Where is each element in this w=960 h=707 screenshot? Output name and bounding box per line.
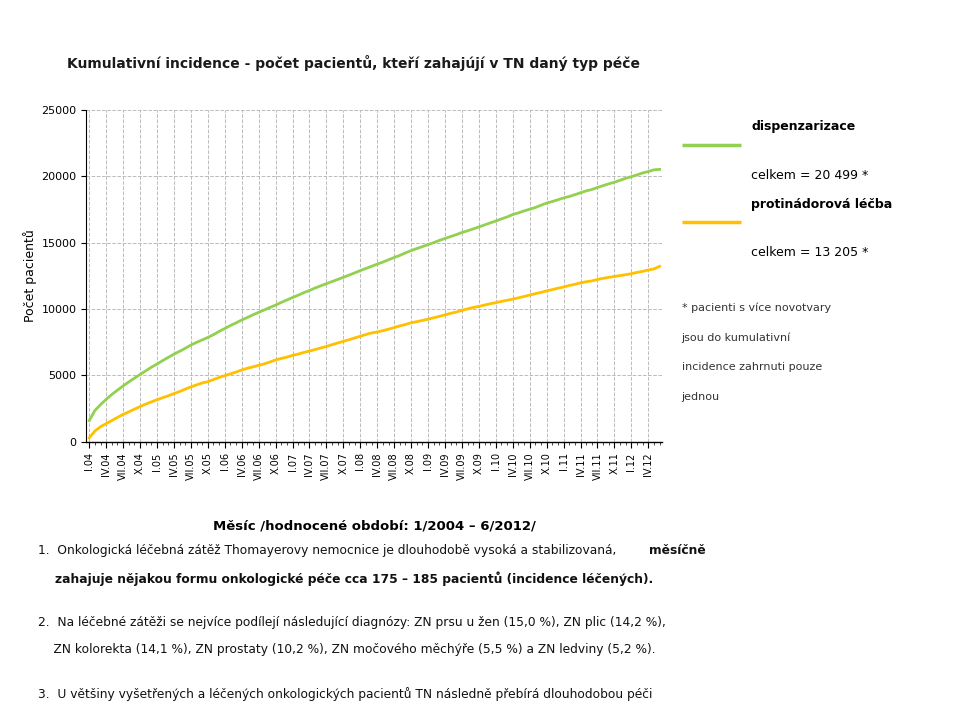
Text: celkem = 20 499 *: celkem = 20 499 * — [752, 169, 869, 182]
Y-axis label: Počet pacientů: Počet pacientů — [23, 229, 37, 322]
Text: zahajuje nějakou formu onkologické péče cca 175 – 185 pacientů (incidence léčený: zahajuje nějakou formu onkologické péče … — [38, 571, 654, 586]
Text: Léčebná zátěž TN solidními zhoubnými nádory kromě jiných kožních nádorů (C44): Léčebná zátěž TN solidními zhoubnými nád… — [12, 16, 839, 36]
Text: Kumulativní incidence - počet pacientů, kteří zahajújí v TN daný typ péče: Kumulativní incidence - počet pacientů, … — [67, 55, 640, 71]
Text: celkem = 13 205 *: celkem = 13 205 * — [752, 246, 869, 259]
Text: 2.  Na léčebné zátěži se nejvíce podílejí následující diagnózy: ZN prsu u žen (1: 2. Na léčebné zátěži se nejvíce podílejí… — [38, 616, 666, 629]
Text: Měsíc /hodnocené období: 1/2004 – 6/2012/: Měsíc /hodnocené období: 1/2004 – 6/2012… — [213, 520, 536, 532]
Text: 1.  Onkologická léčebná zátěž Thomayerovy nemocnice je dlouhodobě vysoká a stabi: 1. Onkologická léčebná zátěž Thomayerovy… — [38, 544, 621, 557]
Text: incidence zahrnuti pouze: incidence zahrnuti pouze — [682, 362, 822, 372]
Text: měsíčně: měsíčně — [649, 544, 706, 557]
Text: dispenzarizace: dispenzarizace — [752, 120, 855, 134]
Text: jednou: jednou — [682, 392, 720, 402]
Text: 3.  U většiny vyšetřených a léčených onkologických pacientů TN následně přebírá : 3. U většiny vyšetřených a léčených onko… — [38, 687, 653, 701]
Text: * pacienti s více novotvary: * pacienti s více novotvary — [682, 303, 830, 313]
Text: jsou do kumulativní: jsou do kumulativní — [682, 332, 791, 343]
Text: ZN kolorekta (14,1 %), ZN prostaty (10,2 %), ZN močového měchýře (5,5 %) a ZN le: ZN kolorekta (14,1 %), ZN prostaty (10,2… — [38, 643, 656, 655]
Text: protinádorová léčba: protinádorová léčba — [752, 197, 893, 211]
